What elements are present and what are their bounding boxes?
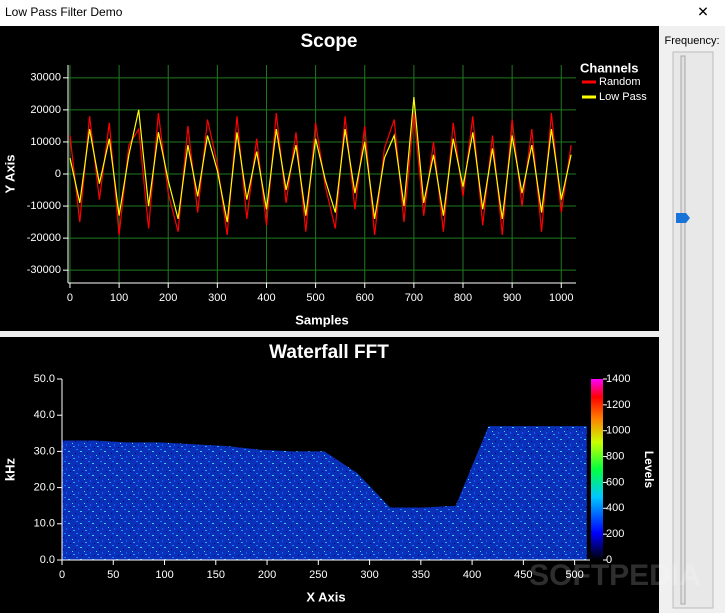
y-tick-label: 30.0 xyxy=(34,445,55,457)
chart-title: Scope xyxy=(300,31,357,52)
series-line xyxy=(69,97,572,223)
x-tick-label: 150 xyxy=(207,569,225,581)
y-tick-label: -30000 xyxy=(27,264,61,276)
slider-label: Frequency: xyxy=(664,35,719,47)
x-tick-label: 1000 xyxy=(549,292,573,304)
y-tick-label: 20000 xyxy=(30,104,61,116)
legend-title: Channels xyxy=(580,60,639,75)
colorbar-tick-label: 0 xyxy=(606,554,612,566)
colorbar-tick-label: 600 xyxy=(606,476,624,488)
x-tick-label: 100 xyxy=(110,292,128,304)
legend-label: Random xyxy=(599,76,641,88)
window-title: Low Pass Filter Demo xyxy=(5,5,123,19)
y-tick-label: -20000 xyxy=(27,232,61,244)
x-tick-label: 50 xyxy=(107,569,119,581)
slider-thumb[interactable] xyxy=(676,213,690,223)
title-bar xyxy=(0,0,725,26)
colorbar xyxy=(591,379,603,560)
colorbar-tick-label: 200 xyxy=(606,528,624,540)
x-tick-label: 0 xyxy=(67,292,73,304)
y-axis-label: Y Axis xyxy=(2,154,17,193)
x-tick-label: 900 xyxy=(503,292,521,304)
x-tick-label: 300 xyxy=(360,569,378,581)
x-tick-label: 100 xyxy=(155,569,173,581)
x-tick-label: 400 xyxy=(463,569,481,581)
y-tick-label: -10000 xyxy=(27,200,61,212)
x-tick-label: 250 xyxy=(309,569,327,581)
slider-track xyxy=(680,55,686,605)
colorbar-tick-label: 1400 xyxy=(606,373,630,385)
x-tick-label: 600 xyxy=(356,292,374,304)
colorbar-label: Levels xyxy=(642,451,656,489)
spectrum-area xyxy=(62,426,587,560)
x-tick-label: 0 xyxy=(59,569,65,581)
x-axis-label: X Axis xyxy=(306,589,345,604)
colorbar-tick-label: 1200 xyxy=(606,399,630,411)
x-tick-label: 400 xyxy=(257,292,275,304)
watermark: SOFTPEDIA xyxy=(529,559,701,592)
y-tick-label: 0.0 xyxy=(40,554,55,566)
x-tick-label: 300 xyxy=(208,292,226,304)
legend-label: Low Pass xyxy=(599,91,647,103)
y-tick-label: 0 xyxy=(55,168,61,180)
x-tick-label: 700 xyxy=(405,292,423,304)
slider-frame xyxy=(672,51,714,609)
x-tick-label: 200 xyxy=(258,569,276,581)
close-button[interactable]: ✕ xyxy=(697,4,709,20)
y-axis-label: kHz xyxy=(2,457,17,481)
y-tick-label: 20.0 xyxy=(34,482,55,494)
scope-panel xyxy=(0,26,659,331)
x-tick-label: 500 xyxy=(565,569,583,581)
colorbar-tick-label: 800 xyxy=(606,450,624,462)
y-tick-label: 10.0 xyxy=(34,518,55,530)
x-axis-label: Samples xyxy=(295,312,348,327)
y-tick-label: 10000 xyxy=(30,136,61,148)
x-tick-label: 200 xyxy=(159,292,177,304)
x-tick-label: 800 xyxy=(454,292,472,304)
x-tick-label: 450 xyxy=(514,569,532,581)
x-tick-label: 500 xyxy=(306,292,324,304)
chart-title: Waterfall FFT xyxy=(269,342,389,363)
y-tick-label: 40.0 xyxy=(34,409,55,421)
y-tick-label: 50.0 xyxy=(34,373,55,385)
colorbar-tick-label: 400 xyxy=(606,502,624,514)
x-tick-label: 350 xyxy=(412,569,430,581)
colorbar-tick-label: 1000 xyxy=(606,425,630,437)
y-tick-label: 30000 xyxy=(30,72,61,84)
